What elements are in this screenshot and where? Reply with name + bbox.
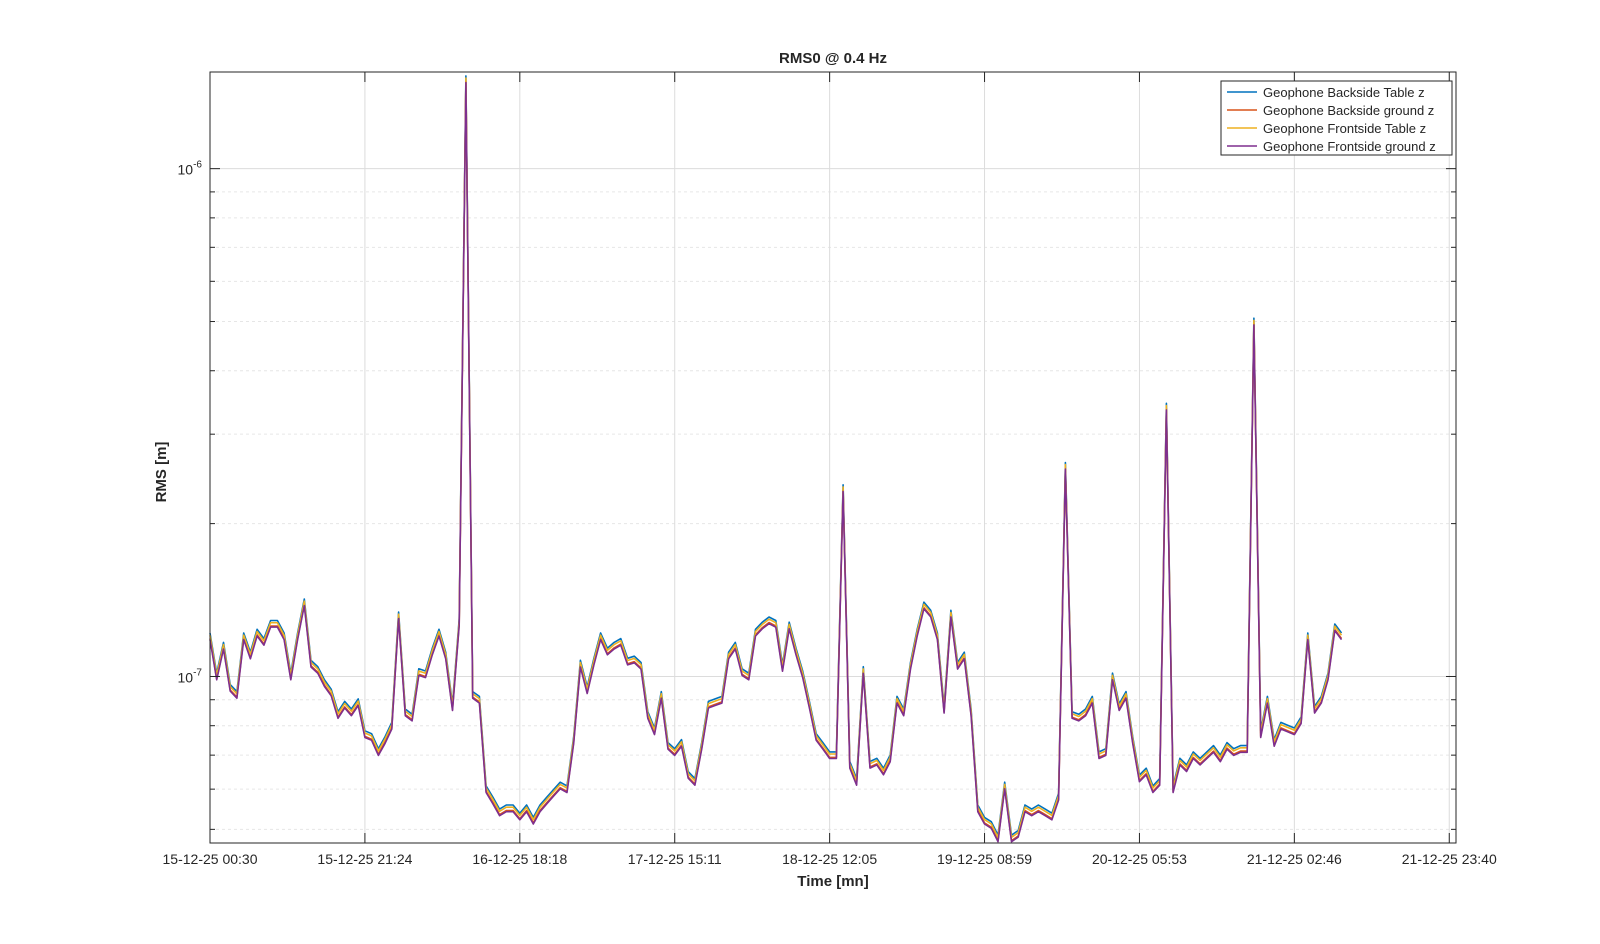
y-axis-label: RMS [m] <box>153 442 170 503</box>
x-tick-labels: 15-12-25 00:30 15-12-25 21:24 16-12-25 18:… <box>163 851 1497 867</box>
y-tick-label: 10-6 <box>178 160 203 178</box>
x-tick-label: 15-12-25 21:24 <box>317 851 412 867</box>
axes-frame <box>209 71 1457 844</box>
x-tick-label: 19-12-25 08:59 <box>937 851 1032 867</box>
legend-box <box>1220 80 1453 156</box>
series-lines <box>209 75 1343 843</box>
x-tick-label: 15-12-25 00:30 <box>163 851 258 867</box>
x-tick-label: 21-12-25 02:46 <box>1247 851 1342 867</box>
legend-label-geophone-backside-ground-z: Geophone Backside ground z <box>1263 103 1434 118</box>
legend-label-geophone-backside-table-z: Geophone Backside Table z <box>1263 85 1425 100</box>
x-tick-label: 17-12-25 15:11 <box>628 851 722 867</box>
series-line-geophone-frontside-table-z <box>209 77 1343 839</box>
x-tick-label: 18-12-25 12:05 <box>782 851 877 867</box>
plot-area <box>210 72 1456 843</box>
series-line-geophone-frontside-ground-z <box>209 81 1343 843</box>
x-axis-label: Time [mn] <box>797 873 868 890</box>
y-tick-labels: 10-7 10-6 <box>178 160 203 686</box>
legend-label-geophone-frontside-table-z: Geophone Frontside Table z <box>1263 121 1426 136</box>
x-tick-label: 16-12-25 18:18 <box>472 851 567 867</box>
tick-marks <box>209 72 1456 843</box>
legend: Geophone Backside Table z Geophone Backsi… <box>1220 80 1453 156</box>
x-tick-label: 21-12-25 23:40 <box>1402 851 1497 867</box>
legend-label-geophone-frontside-ground-z: Geophone Frontside ground z <box>1263 139 1436 154</box>
y-tick-label: 10-7 <box>178 667 203 685</box>
x-tick-label: 20-12-25 05:53 <box>1092 851 1187 867</box>
chart-title: RMS0 @ 0.4 Hz <box>779 50 887 67</box>
axes-box <box>209 71 1457 844</box>
